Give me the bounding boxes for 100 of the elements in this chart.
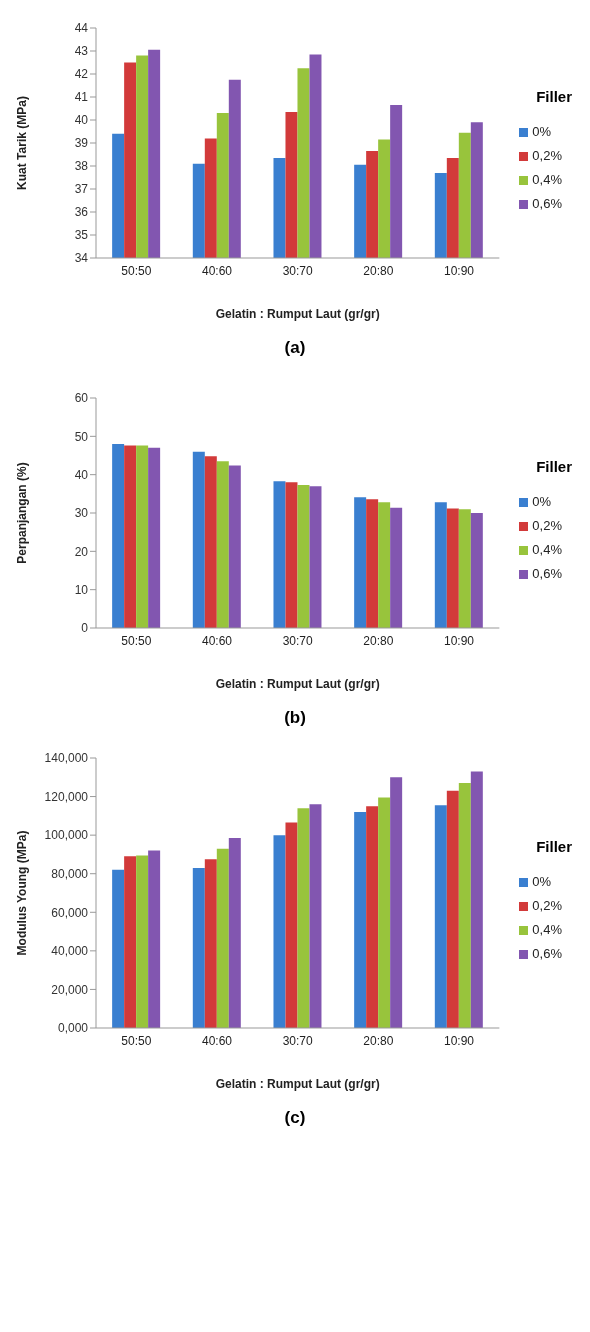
y-tick-label: 37: [74, 182, 89, 197]
y-tick-label: 40,000: [51, 944, 89, 959]
legend-label: 0%: [532, 494, 552, 509]
bar: [458, 783, 471, 1028]
text: (b): [283, 708, 307, 728]
x-axis-title: Gelatin : Rumput Laut (gr/gr): [215, 307, 380, 321]
x-tick-label: 40:60: [201, 633, 233, 648]
bar: [273, 835, 286, 1028]
y-tick-label: 38: [74, 159, 89, 174]
x-tick-label: 40:60: [201, 263, 233, 278]
bar: [378, 502, 391, 628]
bar: [285, 482, 298, 628]
legend-label: 0,4%: [532, 542, 562, 557]
legend-label: 0,6%: [532, 946, 562, 961]
bar: [297, 485, 310, 628]
legend-label: 0,2%: [532, 148, 562, 163]
bar: [390, 507, 403, 628]
x-tick-label: 20:80: [363, 633, 394, 648]
y-tick-label: 120,000: [44, 789, 89, 804]
legend-label: 0,4%: [532, 922, 562, 937]
y-tick-label: 80,000: [51, 866, 89, 881]
y-tick-label: 43: [74, 44, 89, 59]
x-tick-label: 10:90: [444, 1033, 475, 1048]
legend-label: 0,2%: [532, 518, 562, 533]
y-tick-label: 20: [74, 544, 89, 559]
bar: [309, 804, 322, 1028]
bar: [192, 867, 205, 1028]
x-tick-label: 30:70: [282, 263, 314, 278]
y-tick-label: 60,000: [51, 905, 89, 920]
bar: [228, 838, 241, 1028]
legend-label: 0,6%: [532, 196, 562, 211]
bar: [446, 790, 459, 1028]
legend-label: 0,2%: [532, 898, 562, 913]
y-tick-label: 0: [81, 621, 89, 636]
y-tick-label: 60: [74, 391, 89, 406]
legend-title: Filler: [536, 458, 572, 475]
y-tick-label: 40: [74, 467, 89, 482]
bar: [216, 461, 229, 628]
bar: [390, 777, 403, 1028]
x-tick-label: 20:80: [363, 1033, 394, 1048]
bar: [228, 465, 241, 628]
bar: [148, 850, 161, 1028]
bar: [434, 805, 447, 1028]
bar: [136, 445, 149, 628]
bar: [354, 497, 367, 628]
x-axis-title: Gelatin : Rumput Laut (gr/gr): [215, 677, 380, 691]
bar: [297, 808, 310, 1028]
y-tick-label: 0,000: [57, 1021, 89, 1036]
bar: [148, 447, 161, 628]
x-tick-label: 20:80: [363, 263, 394, 278]
legend-title: Filler: [536, 88, 572, 105]
bar: [458, 509, 471, 628]
y-tick-label: 10: [74, 582, 89, 597]
x-tick-label: 30:70: [282, 1033, 314, 1048]
y-axis-title: Kuat Tarik (MPa): [15, 96, 30, 190]
bar: [309, 486, 322, 628]
legend-label: 0,6%: [532, 566, 562, 581]
bar: [446, 508, 459, 628]
y-tick-label: 42: [74, 67, 89, 82]
x-tick-label: 30:70: [282, 633, 314, 648]
bar: [204, 456, 217, 628]
bar: [470, 771, 483, 1028]
bar: [204, 859, 217, 1028]
y-axis-title: Modulus Young (MPa): [15, 830, 30, 956]
bar: [285, 822, 298, 1028]
y-tick-label: 44: [74, 21, 89, 36]
legend-label: 0%: [532, 124, 552, 139]
bar: [354, 812, 367, 1028]
y-tick-label: 36: [74, 205, 89, 220]
bar: [470, 513, 483, 628]
bar: [366, 806, 379, 1028]
legend-label: 0,4%: [532, 172, 562, 187]
bar: [366, 499, 379, 628]
bar: [378, 797, 391, 1028]
y-tick-label: 39: [74, 136, 89, 151]
x-tick-label: 10:90: [444, 263, 475, 278]
x-tick-label: 10:90: [444, 633, 475, 648]
y-tick-label: 40: [74, 113, 89, 128]
y-tick-label: 20,000: [51, 982, 89, 997]
text: (a): [283, 338, 307, 358]
x-tick-label: 50:50: [121, 1033, 152, 1048]
x-tick-label: 50:50: [121, 263, 152, 278]
y-tick-label: 100,000: [44, 828, 89, 843]
bar: [434, 502, 447, 628]
bar: [112, 444, 125, 628]
bar: [124, 856, 137, 1028]
bar: [192, 451, 205, 628]
legend-title: Filler: [536, 838, 572, 855]
y-tick-label: 30: [74, 506, 89, 521]
legend-label: 0%: [532, 874, 552, 889]
text: (c): [283, 1108, 307, 1128]
y-tick-label: 50: [74, 429, 89, 444]
bar: [216, 848, 229, 1028]
y-tick-label: 34: [74, 251, 89, 266]
y-tick-label: 35: [74, 228, 89, 243]
y-axis-title: Perpanjangan (%): [15, 462, 30, 564]
x-tick-label: 50:50: [121, 633, 152, 648]
y-tick-label: 41: [74, 90, 89, 105]
bar: [273, 481, 286, 628]
bar: [124, 445, 137, 628]
